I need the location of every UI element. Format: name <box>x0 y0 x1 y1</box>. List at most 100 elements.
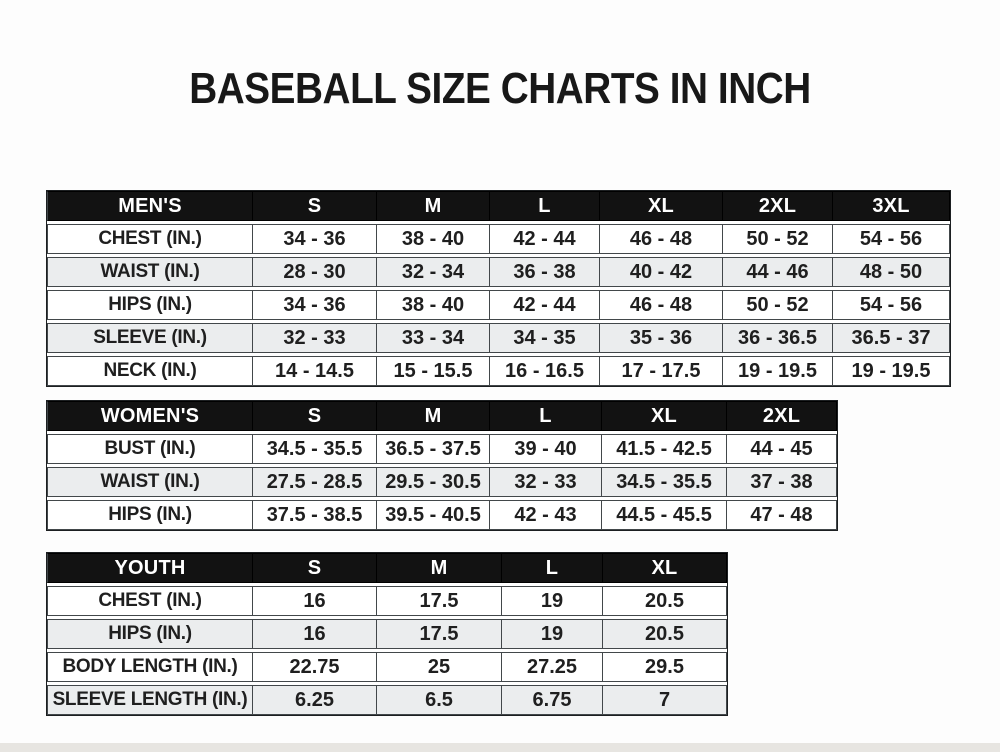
size-value: 44 - 45 <box>727 434 837 464</box>
size-column-header: L <box>490 191 600 221</box>
size-column-header: L <box>502 553 603 583</box>
size-value: 22.75 <box>253 652 377 682</box>
womens-size-grid: WOMEN'S S M L XL 2XL BUST (IN.) 34.5 - 35.5 36.5… <box>47 401 837 530</box>
size-value: 36.5 - 37.5 <box>377 434 490 464</box>
size-value: 17 - 17.5 <box>600 356 723 386</box>
size-value: 32 - 34 <box>377 257 490 287</box>
size-column-header: 2XL <box>723 191 833 221</box>
table-row: BUST (IN.) 34.5 - 35.5 36.5 - 37.5 39 - 40 4… <box>47 434 837 464</box>
size-value: 35 - 36 <box>600 323 723 353</box>
size-value: 7 <box>603 685 727 715</box>
measurement-label: SLEEVE LENGTH (IN.) <box>47 685 253 715</box>
size-value: 37.5 - 38.5 <box>253 500 377 530</box>
size-value: 42 - 44 <box>490 224 600 254</box>
size-value: 19 <box>502 619 603 649</box>
size-value: 32 - 33 <box>253 323 377 353</box>
table-row: HIPS (IN.) 16 17.5 19 20.5 <box>47 619 727 649</box>
size-value: 38 - 40 <box>377 224 490 254</box>
size-value: 50 - 52 <box>723 224 833 254</box>
measurement-label: HIPS (IN.) <box>47 290 253 320</box>
mens-size-grid: MEN'S S M L XL 2XL 3XL CHEST (IN.) 34 - 36 38 - 4… <box>47 191 950 386</box>
size-value: 6.5 <box>377 685 502 715</box>
size-value: 6.75 <box>502 685 603 715</box>
size-column-header: XL <box>600 191 723 221</box>
size-value: 34 - 35 <box>490 323 600 353</box>
measurement-label: BUST (IN.) <box>47 434 253 464</box>
size-value: 46 - 48 <box>600 290 723 320</box>
measurement-label: WAIST (IN.) <box>47 257 253 287</box>
size-value: 42 - 43 <box>490 500 602 530</box>
size-column-header: S <box>253 401 377 431</box>
youth-group-label: YOUTH <box>47 553 253 583</box>
table-row: SLEEVE LENGTH (IN.) 6.25 6.5 6.75 7 <box>47 685 727 715</box>
size-value: 15 - 15.5 <box>377 356 490 386</box>
size-value: 19 - 19.5 <box>723 356 833 386</box>
measurement-label: HIPS (IN.) <box>47 500 253 530</box>
measurement-label: HIPS (IN.) <box>47 619 253 649</box>
size-value: 20.5 <box>603 586 727 616</box>
table-row: BODY LENGTH (IN.) 22.75 25 27.25 29.5 <box>47 652 727 682</box>
size-column-header: 3XL <box>833 191 950 221</box>
size-value: 17.5 <box>377 619 502 649</box>
size-value: 36 - 36.5 <box>723 323 833 353</box>
measurement-label: SLEEVE (IN.) <box>47 323 253 353</box>
size-value: 34.5 - 35.5 <box>602 467 727 497</box>
mens-header-row: MEN'S S M L XL 2XL 3XL <box>47 191 950 221</box>
mens-size-table: MEN'S S M L XL 2XL 3XL CHEST (IN.) 34 - 36 38 - 4… <box>46 190 951 387</box>
youth-size-grid: YOUTH S M L XL CHEST (IN.) 16 17.5 19 20.5 HIPS (I… <box>47 553 727 715</box>
size-value: 54 - 56 <box>833 224 950 254</box>
size-value: 44.5 - 45.5 <box>602 500 727 530</box>
size-column-header: S <box>253 553 377 583</box>
size-value: 41.5 - 42.5 <box>602 434 727 464</box>
size-value: 14 - 14.5 <box>253 356 377 386</box>
size-column-header: M <box>377 191 490 221</box>
size-value: 20.5 <box>603 619 727 649</box>
size-column-header: XL <box>602 401 727 431</box>
size-value: 39.5 - 40.5 <box>377 500 490 530</box>
size-value: 50 - 52 <box>723 290 833 320</box>
size-value: 6.25 <box>253 685 377 715</box>
size-value: 16 <box>253 586 377 616</box>
size-value: 40 - 42 <box>600 257 723 287</box>
size-column-header: 2XL <box>727 401 837 431</box>
youth-header-row: YOUTH S M L XL <box>47 553 727 583</box>
table-row: WAIST (IN.) 27.5 - 28.5 29.5 - 30.5 32 - 33… <box>47 467 837 497</box>
measurement-label: BODY LENGTH (IN.) <box>47 652 253 682</box>
measurement-label: NECK (IN.) <box>47 356 253 386</box>
size-value: 28 - 30 <box>253 257 377 287</box>
size-value: 27.5 - 28.5 <box>253 467 377 497</box>
size-value: 34 - 36 <box>253 290 377 320</box>
table-row: NECK (IN.) 14 - 14.5 15 - 15.5 16 - 16.5 17 … <box>47 356 950 386</box>
size-value: 34 - 36 <box>253 224 377 254</box>
size-value: 47 - 48 <box>727 500 837 530</box>
size-column-header: XL <box>603 553 727 583</box>
measurement-label: WAIST (IN.) <box>47 467 253 497</box>
womens-header-row: WOMEN'S S M L XL 2XL <box>47 401 837 431</box>
size-value: 29.5 - 30.5 <box>377 467 490 497</box>
size-column-header: M <box>377 401 490 431</box>
size-value: 19 <box>502 586 603 616</box>
size-value: 38 - 40 <box>377 290 490 320</box>
size-value: 36 - 38 <box>490 257 600 287</box>
size-value: 16 <box>253 619 377 649</box>
table-row: SLEEVE (IN.) 32 - 33 33 - 34 34 - 35 35 - 36… <box>47 323 950 353</box>
size-value: 36.5 - 37 <box>833 323 950 353</box>
womens-size-table: WOMEN'S S M L XL 2XL BUST (IN.) 34.5 - 35.5 36.5… <box>46 400 838 531</box>
page-title: BASEBALL SIZE CHARTS IN INCH <box>189 64 811 113</box>
womens-group-label: WOMEN'S <box>47 401 253 431</box>
bottom-edge-artifact <box>0 743 1000 752</box>
table-row: CHEST (IN.) 16 17.5 19 20.5 <box>47 586 727 616</box>
table-row: HIPS (IN.) 34 - 36 38 - 40 42 - 44 46 - 48 50… <box>47 290 950 320</box>
size-value: 37 - 38 <box>727 467 837 497</box>
size-value: 17.5 <box>377 586 502 616</box>
size-column-header: M <box>377 553 502 583</box>
size-column-header: S <box>253 191 377 221</box>
size-value: 16 - 16.5 <box>490 356 600 386</box>
measurement-label: CHEST (IN.) <box>47 224 253 254</box>
size-value: 39 - 40 <box>490 434 602 464</box>
size-value: 32 - 33 <box>490 467 602 497</box>
measurement-label: CHEST (IN.) <box>47 586 253 616</box>
table-row: HIPS (IN.) 37.5 - 38.5 39.5 - 40.5 42 - 43 4… <box>47 500 837 530</box>
size-value: 46 - 48 <box>600 224 723 254</box>
size-value: 34.5 - 35.5 <box>253 434 377 464</box>
